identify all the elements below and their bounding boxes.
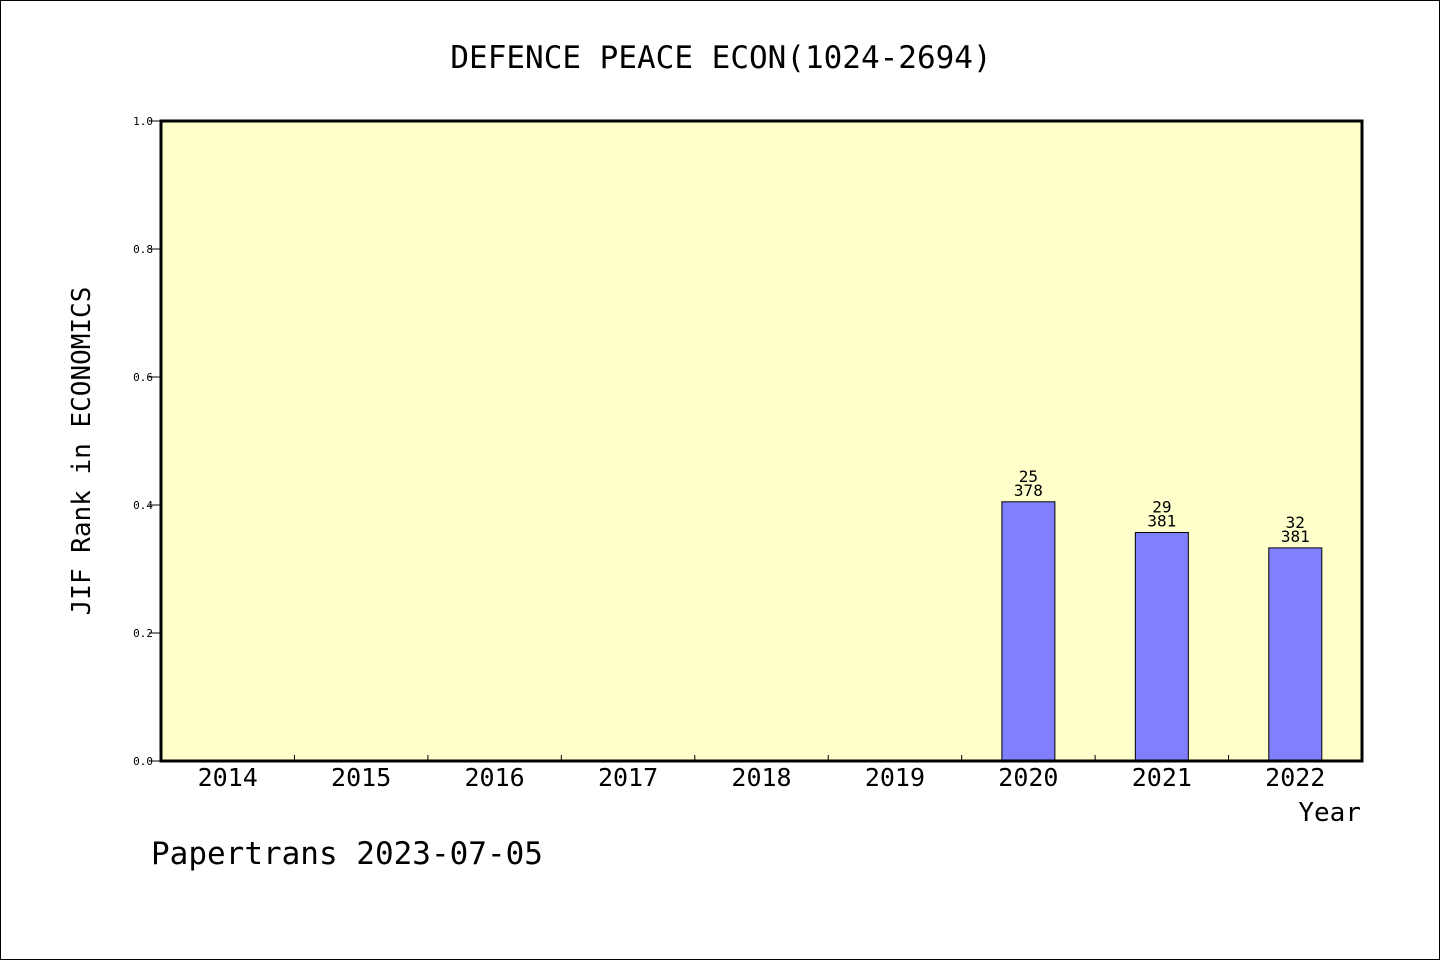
bar-label-rank: 25 <box>1019 467 1038 486</box>
y-axis-ticks: 0.0 0.2 0.4 0.6 0.8 1.0 <box>133 115 161 768</box>
bars-group <box>1001 501 1323 762</box>
plot-border <box>159 119 1364 763</box>
x-axis-ticks: 2014 2015 2016 2017 2018 2019 2020 2021 2022 <box>198 755 1325 792</box>
y-tick-label: 0.0 <box>133 755 153 768</box>
x-tick-label: 2014 <box>198 763 258 792</box>
x-axis-label: Year <box>1298 798 1361 828</box>
bar-label-rank: 32 <box>1286 513 1305 532</box>
bar-2021 <box>1134 532 1189 762</box>
x-tick-label: 2019 <box>865 763 925 792</box>
x-tick-label: 2021 <box>1132 763 1192 792</box>
x-tick-label: 2017 <box>598 763 658 792</box>
y-tick-label: 0.2 <box>133 627 153 640</box>
y-tick-label: 1.0 <box>133 115 153 128</box>
footer-text: Papertrans 2023-07-05 <box>151 836 543 872</box>
bar-2020 <box>1001 501 1056 762</box>
y-axis-label: JIF Rank in ECONOMICS <box>67 287 97 616</box>
y-tick-label: 0.6 <box>133 371 153 384</box>
x-tick-label: 2016 <box>465 763 525 792</box>
y-tick-label: 0.8 <box>133 243 153 256</box>
x-tick-label: 2015 <box>331 763 391 792</box>
y-tick-label: 0.4 <box>133 499 153 512</box>
bar-label-total: 381 <box>1281 527 1310 546</box>
bar-label-rank: 29 <box>1152 498 1171 517</box>
chart-title: DEFENCE PEACE ECON(1024-2694) <box>450 40 991 76</box>
x-tick-label: 2022 <box>1265 763 1325 792</box>
x-tick-label: 2018 <box>731 763 791 792</box>
bar-label-total: 381 <box>1147 512 1176 531</box>
bar-label-total: 378 <box>1014 481 1043 500</box>
x-tick-label: 2020 <box>998 763 1058 792</box>
bar-2022 <box>1268 547 1323 762</box>
